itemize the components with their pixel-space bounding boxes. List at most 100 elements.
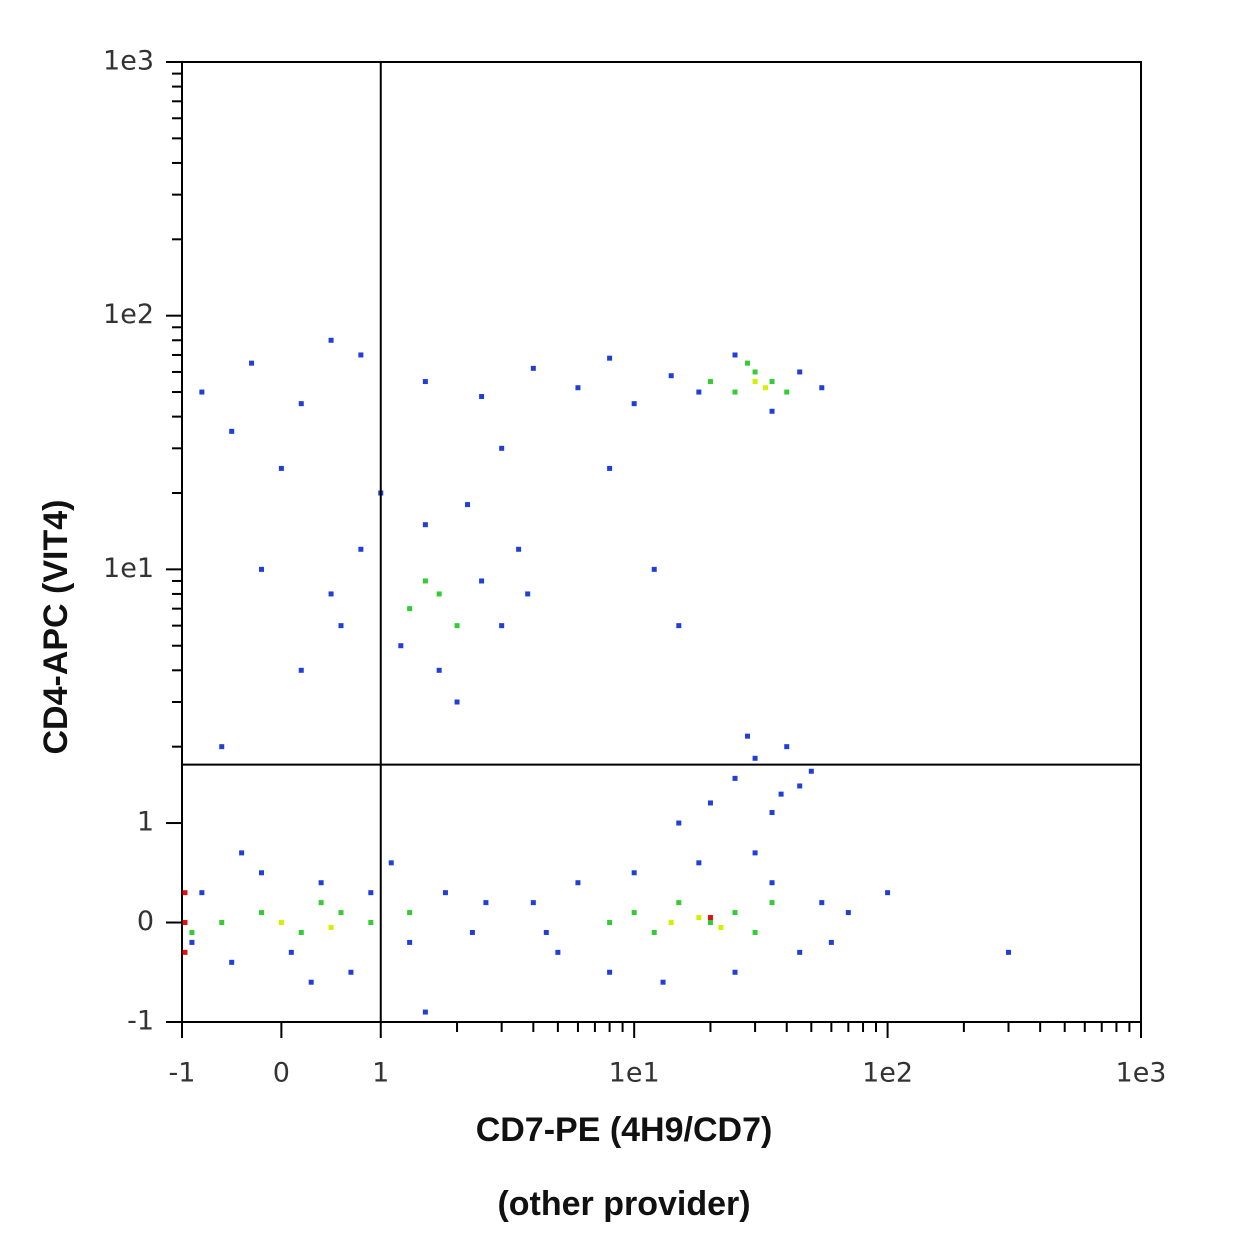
data-point	[454, 623, 460, 629]
data-point	[454, 699, 460, 705]
data-point	[516, 546, 522, 552]
data-point	[797, 949, 803, 955]
data-point	[752, 369, 758, 375]
data-point	[530, 900, 536, 906]
data-point	[358, 352, 364, 358]
data-point	[732, 910, 738, 916]
data-point	[422, 522, 428, 528]
x-tick-label: 1e2	[862, 1058, 913, 1089]
x-axis-title: CD7-PE (4H9/CD7)	[476, 1111, 773, 1149]
data-point	[288, 949, 294, 955]
data-point	[199, 389, 205, 395]
data-point	[651, 566, 657, 572]
data-point	[422, 379, 428, 385]
data-point	[676, 900, 682, 906]
data-point	[631, 870, 637, 876]
data-point	[388, 860, 394, 866]
plot-frame	[181, 61, 1142, 1023]
data-point	[1005, 949, 1011, 955]
data-point	[575, 385, 581, 391]
data-point	[784, 744, 790, 750]
data-point	[239, 850, 245, 856]
data-point	[407, 910, 413, 916]
x-axis-subtitle: (other provider)	[497, 1185, 750, 1223]
x-tick-label: 0	[273, 1058, 290, 1089]
data-point	[769, 900, 775, 906]
data-point	[575, 880, 581, 886]
y-tick-label: 1e1	[103, 553, 154, 584]
data-point	[189, 929, 195, 935]
data-point	[422, 578, 428, 584]
data-point	[465, 502, 471, 508]
data-point	[530, 365, 536, 371]
data-point	[298, 667, 304, 673]
data-point	[828, 939, 834, 945]
x-tick-label: 1e3	[1116, 1058, 1167, 1089]
data-point	[442, 890, 448, 896]
data-point	[543, 929, 549, 935]
data-point	[499, 445, 505, 451]
data-point	[631, 910, 637, 916]
data-point	[278, 920, 284, 926]
data-point	[732, 352, 738, 358]
data-point	[660, 979, 666, 985]
y-axis-title: CD4-APC (VIT4)	[37, 499, 75, 754]
data-point	[407, 606, 413, 612]
data-point	[328, 924, 334, 930]
data-point	[479, 578, 485, 584]
data-point	[182, 949, 188, 955]
data-point	[607, 920, 613, 926]
data-point	[769, 810, 775, 816]
data-point	[631, 401, 637, 407]
data-point	[479, 394, 485, 400]
data-point	[707, 915, 713, 921]
data-point	[182, 920, 188, 926]
data-point	[469, 929, 475, 935]
data-point	[769, 880, 775, 886]
data-point	[398, 643, 404, 649]
data-point	[259, 870, 265, 876]
data-point	[752, 929, 758, 935]
data-point	[229, 428, 235, 434]
y-tick-label: -1	[127, 1006, 154, 1037]
data-point	[368, 920, 374, 926]
data-point	[676, 623, 682, 629]
data-point	[744, 360, 750, 366]
data-point	[732, 969, 738, 975]
data-point	[189, 939, 195, 945]
data-point	[259, 566, 265, 572]
data-point	[328, 337, 334, 343]
data-point	[607, 465, 613, 471]
data-point	[607, 355, 613, 361]
data-point	[752, 755, 758, 761]
data-point	[769, 408, 775, 414]
data-point	[368, 890, 374, 896]
data-point	[219, 920, 225, 926]
data-point	[744, 733, 750, 739]
data-point	[298, 401, 304, 407]
data-point	[668, 920, 674, 926]
data-point	[696, 389, 702, 395]
data-point	[718, 924, 724, 930]
data-point	[358, 546, 364, 552]
data-point	[808, 768, 814, 774]
data-point	[696, 915, 702, 921]
data-point	[499, 623, 505, 629]
data-point	[797, 783, 803, 789]
data-point	[259, 910, 265, 916]
data-point	[298, 929, 304, 935]
data-point	[752, 850, 758, 856]
data-point	[328, 591, 334, 597]
data-point	[845, 910, 851, 916]
data-point	[696, 860, 702, 866]
x-tick-label: -1	[169, 1058, 196, 1089]
data-point	[778, 791, 784, 797]
data-point	[407, 939, 413, 945]
data-point	[707, 920, 713, 926]
x-tick-label: 1	[372, 1058, 389, 1089]
data-point	[436, 591, 442, 597]
y-tick-label: 1	[137, 807, 154, 838]
data-point	[651, 929, 657, 935]
